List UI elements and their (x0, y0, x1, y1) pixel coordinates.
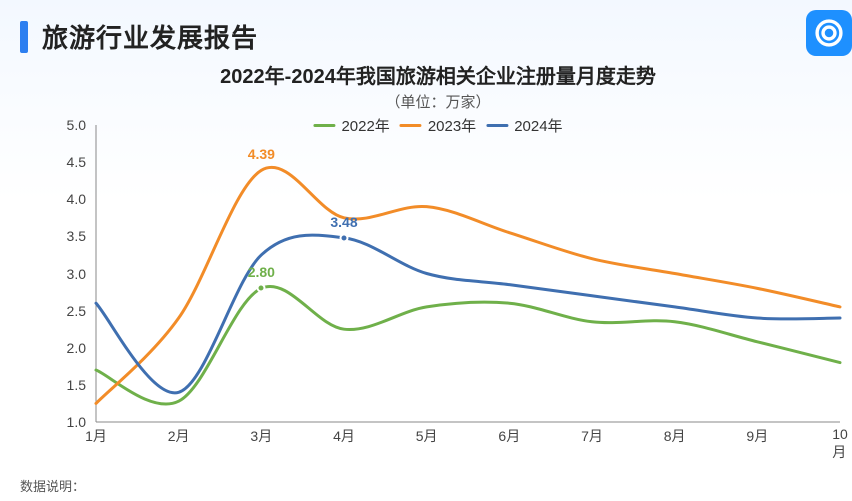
data-point-label: 3.48 (330, 214, 357, 230)
data-point-marker (340, 233, 349, 242)
y-axis-tick-label: 1.5 (67, 377, 86, 393)
data-point-label: 4.39 (248, 146, 275, 162)
series-line (96, 286, 840, 404)
data-footnote: 数据说明： (20, 476, 85, 495)
y-axis-tick-label: 2.5 (67, 303, 86, 319)
x-axis-tick-label: 4月 (333, 426, 355, 446)
y-axis-tick-label: 5.0 (67, 117, 86, 133)
x-axis-tick-label: 7月 (581, 426, 603, 446)
page-header: 旅游行业发展报告 (0, 0, 852, 55)
x-axis-tick-label: 2月 (168, 426, 190, 446)
header-accent-bar (20, 21, 28, 53)
y-axis-tick-label: 4.0 (67, 191, 86, 207)
chart-subtitle: （单位：万家） (28, 91, 848, 112)
y-axis-tick-label: 4.5 (67, 154, 86, 170)
chart-title: 2022年-2024年我国旅游相关企业注册量月度走势 (28, 60, 848, 89)
brand-logo (806, 10, 852, 56)
y-axis-tick-label: 3.5 (67, 228, 86, 244)
x-axis-tick-label: 5月 (416, 426, 438, 446)
x-axis-tick-label: 9月 (746, 426, 768, 446)
y-axis-tick-label: 3.0 (67, 266, 86, 282)
y-axis-tick-label: 2.0 (67, 340, 86, 356)
x-axis-tick-label: 8月 (664, 426, 686, 446)
series-line (96, 235, 840, 393)
x-axis-tick-label: 10月 (832, 426, 848, 462)
data-point-marker (257, 284, 266, 293)
chart-svg (60, 115, 848, 450)
chart-plot-area: 1.0 1.5 2.0 2.5 3.0 3.5 4.0 4.5 5.0 1月 2月 3月 4月 5月 6月 7… (60, 115, 848, 450)
x-axis-tick-label: 1月 (85, 426, 107, 446)
y-axis-tick-label: 1.0 (67, 414, 86, 430)
x-axis-tick-label: 3月 (250, 426, 272, 446)
data-point-label: 2.80 (248, 264, 275, 280)
x-axis-tick-label: 6月 (498, 426, 520, 446)
page-title: 旅游行业发展报告 (42, 18, 258, 55)
logo-icon (812, 16, 846, 50)
chart-container: 2022年-2024年我国旅游相关企业注册量月度走势 （单位：万家） 2022年… (28, 60, 848, 480)
